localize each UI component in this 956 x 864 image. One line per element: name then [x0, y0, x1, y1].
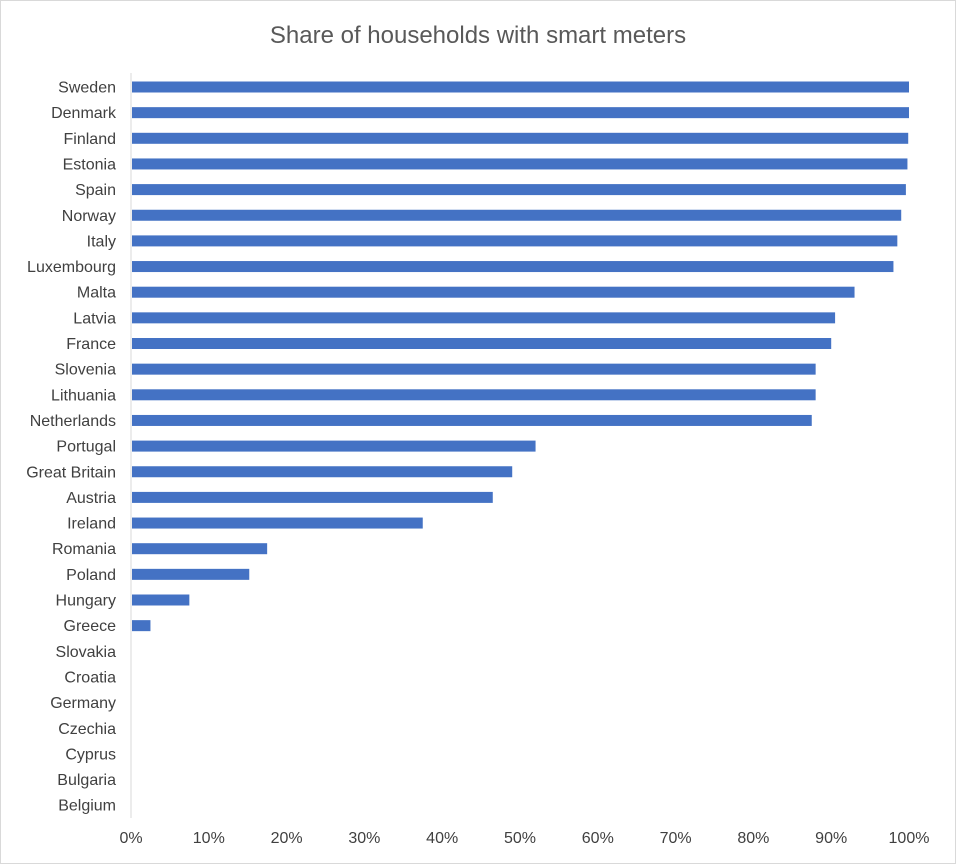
category-label: Spain — [75, 182, 116, 199]
bar-spain — [132, 184, 906, 196]
bar-luxembourg — [132, 261, 894, 273]
category-label: Croatia — [64, 669, 116, 686]
bars-layer — [132, 81, 909, 632]
category-label: Slovenia — [55, 362, 116, 379]
bar-romania — [132, 543, 268, 555]
category-label: Great Britain — [26, 464, 116, 481]
category-label: Estonia — [63, 156, 116, 173]
x-tick-label: 50% — [504, 830, 536, 847]
chart-title: Share of households with smart meters — [270, 22, 686, 49]
category-label: Belgium — [58, 798, 116, 815]
category-label: Slovakia — [56, 644, 117, 661]
category-label: Portugal — [56, 439, 116, 456]
bar-sweden — [132, 81, 909, 93]
bar-estonia — [132, 158, 908, 170]
bar-netherlands — [132, 414, 812, 426]
bar-great-britain — [132, 466, 513, 478]
category-label: Austria — [66, 490, 116, 507]
category-label: Malta — [77, 285, 116, 302]
bar-ireland — [132, 517, 423, 529]
x-tick-label: 80% — [737, 830, 769, 847]
category-label: Hungary — [56, 593, 116, 610]
category-label: Norway — [62, 208, 116, 225]
category-label: Finland — [64, 131, 116, 148]
bar-slovenia — [132, 363, 816, 375]
x-tick-label: 20% — [271, 830, 303, 847]
bar-france — [132, 338, 832, 349]
bar-malta — [132, 286, 855, 298]
x-tick-label: 40% — [426, 830, 458, 847]
bar-portugal — [132, 440, 536, 452]
category-label: Italy — [87, 233, 116, 250]
x-tick-label: 90% — [815, 830, 847, 847]
category-label: Germany — [50, 695, 116, 712]
category-label: Cyprus — [65, 746, 116, 763]
category-label: Latvia — [73, 310, 116, 327]
category-label: Romania — [52, 541, 116, 558]
category-labels: Sweden Denmark Finland Estonia Spain Norway It… — [26, 80, 117, 815]
x-tick-label: 70% — [660, 830, 692, 847]
bar-lithuania — [132, 389, 816, 401]
x-tick-label: 0% — [119, 830, 142, 847]
bar-denmark — [132, 107, 909, 119]
category-label: France — [66, 336, 116, 353]
x-tick-label: 60% — [582, 830, 614, 847]
category-label: Bulgaria — [57, 772, 116, 789]
bar-hungary — [132, 594, 190, 606]
category-label: Netherlands — [30, 413, 116, 430]
bar-latvia — [132, 312, 836, 324]
bar-austria — [132, 491, 493, 503]
bar-poland — [132, 568, 250, 580]
bar-greece — [132, 620, 151, 632]
category-label: Luxembourg — [27, 259, 116, 276]
category-label: Greece — [64, 618, 117, 635]
category-label: Poland — [66, 567, 116, 584]
bar-norway — [132, 209, 902, 221]
x-tick-label: 30% — [348, 830, 380, 847]
category-label: Sweden — [58, 80, 116, 97]
x-tick-label: 100% — [889, 830, 930, 847]
x-tick-labels: 0% 10% 20% 30% 40% 50% 60% 70% 80% 90% 100% — [119, 830, 929, 847]
category-label: Lithuania — [51, 387, 116, 404]
bar-finland — [132, 132, 909, 144]
category-label: Czechia — [58, 721, 116, 738]
bar-italy — [132, 235, 898, 247]
x-tick-label: 10% — [193, 830, 225, 847]
category-label: Ireland — [67, 516, 116, 533]
category-label: Denmark — [51, 105, 117, 122]
